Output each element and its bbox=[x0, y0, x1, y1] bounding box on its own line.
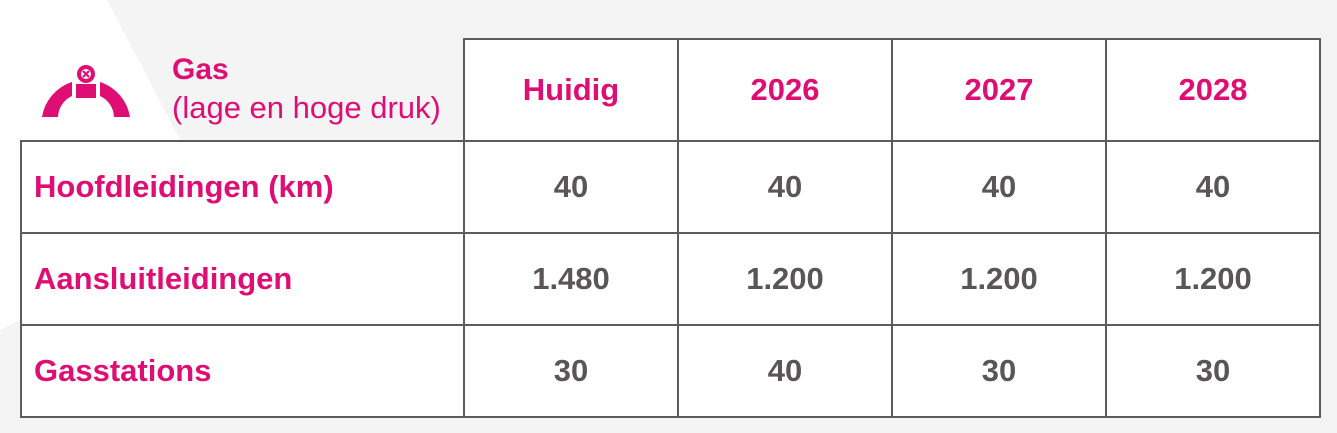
row-label: Gasstations bbox=[20, 324, 465, 418]
column-header: 2028 bbox=[1105, 38, 1321, 142]
cell: 40 bbox=[891, 140, 1107, 234]
row-label: Aansluitleidingen bbox=[20, 232, 465, 326]
column-header: 2027 bbox=[891, 38, 1107, 142]
gas-pipe-valve-icon bbox=[42, 65, 130, 117]
cell: 30 bbox=[891, 324, 1107, 418]
cell: 1.200 bbox=[1105, 232, 1321, 326]
cell: 1.480 bbox=[463, 232, 679, 326]
cell: 40 bbox=[677, 324, 893, 418]
cell: 40 bbox=[463, 140, 679, 234]
cell: 30 bbox=[463, 324, 679, 418]
table-row: Hoofdleidingen (km) 40 40 40 40 bbox=[20, 140, 1321, 234]
table-row: Aansluitleidingen 1.480 1.200 1.200 1.20… bbox=[20, 232, 1321, 326]
subtitle: (lage en hoge druk) bbox=[172, 90, 441, 125]
corner-cell bbox=[21, 39, 464, 141]
column-header: 2026 bbox=[677, 38, 893, 142]
cell: 1.200 bbox=[891, 232, 1107, 326]
cell: 40 bbox=[1105, 140, 1321, 234]
column-header: Huidig bbox=[463, 38, 679, 142]
row-label: Hoofdleidingen (km) bbox=[20, 140, 465, 234]
cell: 1.200 bbox=[677, 232, 893, 326]
table-title: Gas (lage en hoge druk) bbox=[172, 52, 441, 128]
table-row: Gasstations 30 40 30 30 bbox=[20, 324, 1321, 418]
gas-table: Huidig 2026 2027 2028 Hoofdleidingen (km… bbox=[20, 38, 1321, 418]
header-row: Huidig 2026 2027 2028 bbox=[21, 38, 1321, 142]
cell: 40 bbox=[677, 140, 893, 234]
title: Gas bbox=[172, 53, 229, 86]
cell: 30 bbox=[1105, 324, 1321, 418]
